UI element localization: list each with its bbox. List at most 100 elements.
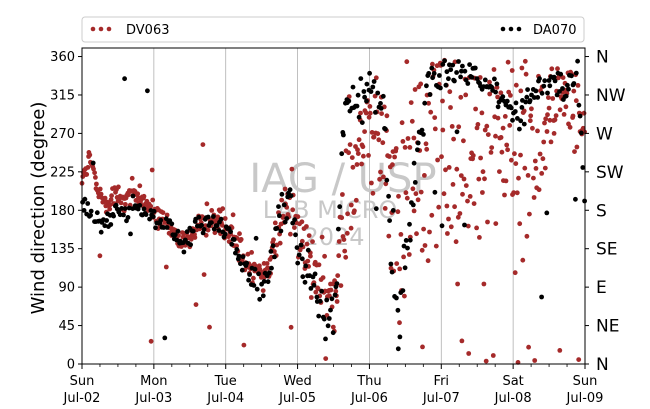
watermark-line-3: 2024 [303,223,364,251]
data-point [507,123,513,128]
data-point [94,210,100,216]
data-point [517,126,522,132]
data-point [257,296,263,302]
legend-marker-dv063 [90,26,112,32]
data-point [424,83,429,89]
data-point [543,116,549,122]
y-tick-label: 0 [67,358,75,373]
data-point [513,100,519,106]
data-point [495,104,501,110]
data-point [360,144,366,150]
data-point [478,155,483,161]
data-point [495,94,500,100]
compass-tick-label: E [596,278,607,298]
data-point [576,357,582,362]
data-point [390,162,395,168]
data-point [315,286,321,292]
data-point [403,238,409,243]
data-point [107,206,113,212]
data-point [469,74,475,80]
data-point [488,150,494,155]
data-point [81,208,87,213]
data-point [577,113,583,119]
data-point [536,187,542,193]
data-point [458,94,464,100]
data-point [567,124,573,130]
data-point [408,100,414,105]
data-point [444,69,450,75]
data-point [94,181,99,187]
data-point [339,215,345,221]
data-point [122,206,128,212]
compass-tick-label: NW [596,86,626,106]
data-point [184,229,190,235]
data-point [220,206,226,212]
data-point [383,181,389,187]
data-point [98,229,104,235]
data-point [461,176,467,182]
legend-marker-dot [90,26,96,32]
series-dv063 [79,57,587,365]
x-tick-label-weekday: Mon [140,374,167,389]
data-point [282,219,288,225]
legend-frame [81,16,585,43]
data-point [102,223,108,229]
data-point [299,256,305,262]
compass-tick-label: NE [596,317,619,337]
data-point [437,73,442,78]
data-point [460,191,465,197]
data-point [444,203,450,209]
data-point [518,152,523,158]
data-point [542,78,548,84]
data-point [545,112,550,118]
data-point [450,62,456,68]
data-point [269,265,274,271]
legend-marker-dot [98,26,104,32]
x-tick-label-date: Jul-03 [134,391,172,406]
data-point [366,153,371,158]
legend: DV063 DA070 [81,16,585,43]
data-point [354,162,360,167]
data-point [158,217,164,223]
data-point [358,110,363,116]
data-point [540,156,546,162]
data-point [93,175,98,180]
data-point [487,79,492,85]
data-point [320,275,326,280]
data-point [336,226,341,232]
data-point [378,169,383,175]
data-point [251,283,257,288]
data-point [352,208,357,214]
data-point [508,93,513,98]
data-point [162,335,168,341]
data-point [256,271,261,277]
data-point [407,145,413,150]
data-point [375,90,381,96]
data-point [545,90,550,96]
data-point [411,135,417,141]
data-point [458,173,464,179]
data-point [330,330,336,336]
data-point [472,65,478,71]
data-point [480,190,485,195]
data-point [92,170,97,176]
data-point [230,212,236,218]
data-point [483,358,489,364]
data-point [364,98,369,104]
data-point [330,324,336,330]
data-point [435,157,440,163]
data-point [358,76,364,81]
data-point [453,239,459,245]
data-point [487,91,493,97]
data-point [476,176,482,182]
data-point [493,89,498,95]
data-point [384,177,390,183]
data-point [471,201,477,207]
data-point [336,253,342,259]
data-point [359,161,364,167]
data-point [420,344,425,350]
data-point [253,235,259,241]
data-point [446,76,451,82]
data-point [298,242,304,248]
data-point [426,71,432,76]
